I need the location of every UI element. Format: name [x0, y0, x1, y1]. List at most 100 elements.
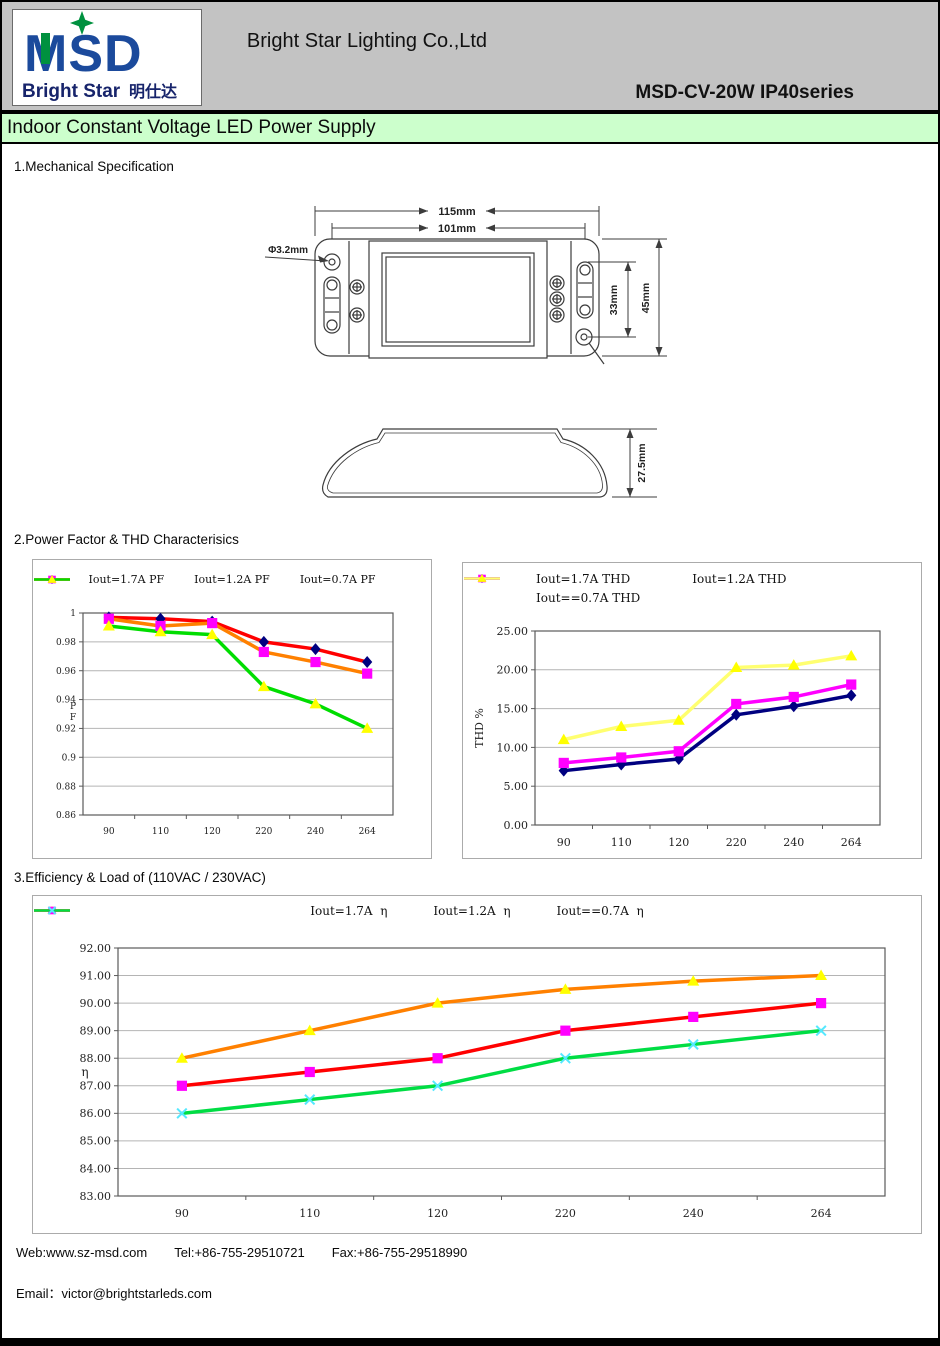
- svg-text:220: 220: [726, 836, 747, 849]
- svg-text:240: 240: [307, 827, 324, 837]
- dimension-arrows: [318, 207, 663, 497]
- svg-text:90: 90: [103, 827, 115, 837]
- svg-text:0.96: 0.96: [56, 667, 76, 677]
- dim-body-height: 45mm: [640, 283, 652, 313]
- legend-sample-icon: [34, 575, 70, 583]
- svg-text:220: 220: [555, 1207, 576, 1220]
- legend-label: Iout=1.7A PF: [88, 573, 165, 586]
- svg-text:110: 110: [299, 1207, 320, 1220]
- legend-entry: Iout=1.2A η: [34, 904, 511, 918]
- svg-text:90: 90: [175, 1207, 189, 1220]
- legend-entry: Iout=1.2A THD: [464, 572, 787, 586]
- svg-text:264: 264: [359, 827, 376, 837]
- power-factor-plot: 1 0.98 0.96 0.94 0.92 0.9 0.88 0.86 90 110 120 220 2…: [56, 609, 394, 837]
- efficiency-chart: 92.00 91.00 90.00 89.00 88.00 87.00 86.00 85.00…: [32, 895, 922, 1234]
- thd-plot: 25.00 20.00 15.00 10.00 5.00 0.00 90 110 120 220 2…: [473, 625, 881, 849]
- svg-text:91.00: 91.00: [80, 969, 112, 982]
- legend-entry: Iout=1.7A PF: [34, 573, 165, 586]
- legend-entry: Iout=1.2A PF: [34, 573, 270, 586]
- svg-text:120: 120: [204, 827, 221, 837]
- svg-text:85.00: 85.00: [80, 1135, 112, 1148]
- legend-label: Iout==0.7A η: [556, 904, 644, 918]
- svg-text:88.00: 88.00: [80, 1052, 112, 1065]
- power-factor-chart: 1 0.98 0.96 0.94 0.92 0.9 0.88 0.86 90 110 120 220 2…: [32, 559, 432, 859]
- svg-text:10.00: 10.00: [497, 741, 529, 754]
- svg-text:120: 120: [427, 1207, 448, 1220]
- svg-text:240: 240: [683, 1207, 704, 1220]
- company-logo: MSD Bright Star 明仕达: [12, 9, 202, 106]
- logo-star-icon: [70, 11, 94, 35]
- svg-text:THD %: THD %: [473, 708, 486, 748]
- efficiency-plot: 92.00 91.00 90.00 89.00 88.00 87.00 86.00 85.00…: [80, 942, 886, 1220]
- svg-text:0.00: 0.00: [504, 819, 529, 832]
- svg-text:15.00: 15.00: [497, 702, 529, 715]
- svg-text:25.00: 25.00: [497, 625, 529, 638]
- screw-terminal-icon: [349, 279, 365, 323]
- svg-text:90.00: 90.00: [80, 997, 112, 1010]
- logo-green-bar: [41, 33, 50, 64]
- svg-text:87.00: 87.00: [80, 1080, 112, 1093]
- legend-label: Iout=1.7A η: [310, 904, 388, 918]
- svg-text:220: 220: [255, 827, 272, 837]
- dim-profile-height: 27.5mm: [636, 443, 648, 482]
- dim-inner-width: 101mm: [438, 223, 476, 235]
- screw-terminal-icon: [549, 275, 565, 323]
- dimension-labels: 115mm 101mm Φ3.2mm 33mm 45mm 27.5mm: [268, 206, 652, 483]
- mechanical-drawing: 115mm 101mm Φ3.2mm 33mm 45mm 27.5mm: [264, 206, 667, 498]
- svg-text:0.86: 0.86: [56, 811, 76, 821]
- svg-text:0.92: 0.92: [56, 725, 76, 735]
- dim-outer-width: 115mm: [438, 206, 476, 218]
- svg-text:83.00: 83.00: [80, 1190, 112, 1203]
- legend-label: Iout=1.7A THD: [536, 572, 631, 586]
- svg-text:20.00: 20.00: [497, 664, 529, 677]
- dim-mount-hole: Φ3.2mm: [268, 245, 308, 256]
- logo-brand-en: Bright Star: [22, 81, 121, 102]
- top-view: [314, 238, 605, 365]
- legend-label: Iout=1.2A PF: [194, 573, 270, 586]
- model-number: MSD-CV-20W IP40series: [635, 82, 854, 103]
- legend-sample-icon: [34, 906, 70, 915]
- logo-brand-cn: 明仕达: [129, 82, 177, 101]
- section-heading-pf-thd: 2.Power Factor & THD Characterisics: [14, 532, 239, 547]
- legend-label: Iout==0.7A THD: [536, 591, 641, 605]
- side-view: [321, 428, 608, 498]
- legend-entry: Iout=1.7A η: [34, 904, 388, 918]
- footer-email: Email：victor@brightstarleds.com: [16, 1286, 212, 1301]
- svg-text:110: 110: [152, 827, 169, 837]
- svg-text:η: η: [81, 1065, 88, 1079]
- section-heading-mechanical: 1.Mechanical Specification: [14, 159, 174, 174]
- svg-text:1: 1: [70, 609, 76, 619]
- power-factor-legend: Iout=1.7A PF Iout=1.2A PF Iout=0.7A PF: [33, 573, 431, 591]
- legend-entry: Iout==0.7A THD: [464, 574, 641, 605]
- bottom-bar: [2, 1338, 938, 1344]
- svg-text:0.88: 0.88: [56, 782, 76, 792]
- svg-text:0.98: 0.98: [56, 638, 76, 648]
- legend-entry: Iout==0.7A η: [34, 904, 644, 918]
- footer-tel: Tel:+86-755-29510721: [174, 1245, 305, 1260]
- company-name: Bright Star Lighting Co.,Ltd: [246, 30, 488, 52]
- section-heading-efficiency: 3.Efficiency & Load of (110VAC / 230VAC): [14, 870, 266, 885]
- legend-label: Iout=0.7A PF: [299, 573, 376, 586]
- page-title: Indoor Constant Voltage LED Power Supply: [2, 112, 938, 144]
- svg-text:5.00: 5.00: [504, 780, 529, 793]
- footer-fax: Fax:+86-755-29518990: [331, 1245, 468, 1260]
- svg-text:264: 264: [841, 836, 862, 849]
- svg-text:P: P: [70, 702, 76, 712]
- footer-contact-line: Web:www.sz-msd.com Tel:+86-755-29510721 Fa…: [16, 1245, 494, 1260]
- svg-text:240: 240: [783, 836, 804, 849]
- svg-text:89.00: 89.00: [80, 1025, 112, 1038]
- legend-entry: Iout=1.7A THD: [464, 572, 631, 586]
- dim-hole-span: 33mm: [608, 285, 620, 315]
- svg-text:F: F: [70, 713, 76, 723]
- logo-graphic: MSD Bright Star 明仕达: [12, 9, 202, 106]
- svg-text:120: 120: [668, 836, 689, 849]
- legend-label: Iout=1.2A THD: [692, 572, 787, 586]
- efficiency-legend: Iout=1.7A η Iout=1.2A η Iout==0.7A η: [33, 904, 921, 923]
- svg-text:92.00: 92.00: [80, 942, 112, 955]
- svg-text:0.94: 0.94: [56, 696, 76, 706]
- svg-text:264: 264: [811, 1207, 832, 1220]
- thd-legend: Iout=1.7A THD Iout=1.2A THD Iout==0.7A THD: [463, 572, 921, 610]
- dimension-lines: [264, 206, 667, 498]
- footer-web: Web:www.sz-msd.com: [16, 1245, 148, 1260]
